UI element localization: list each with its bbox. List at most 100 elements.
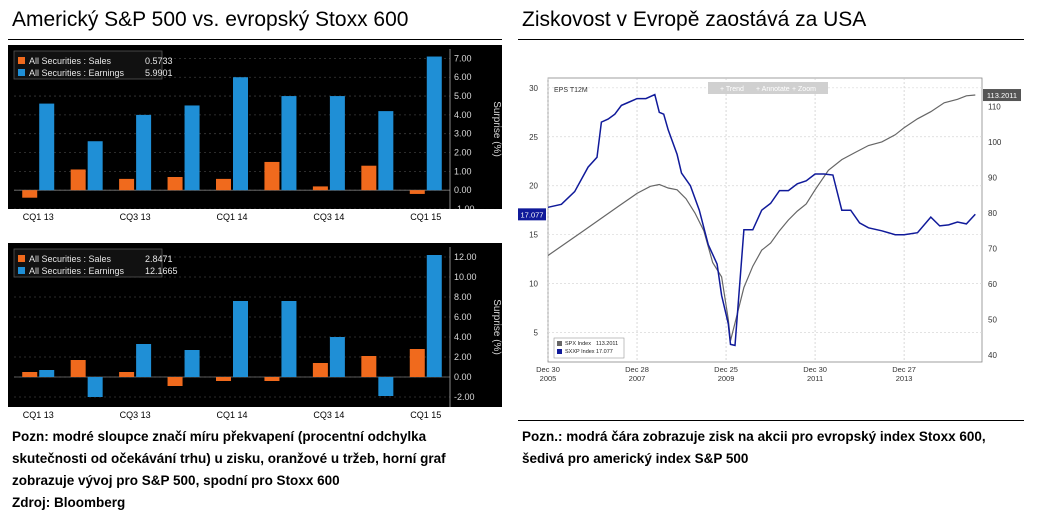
stoxx600-ytick-label: 6.00 [454,312,472,322]
stoxx600-sales-bar [312,363,328,377]
sp500-ytick-label: 5.00 [454,91,472,101]
eps-toolbar-item: + Annotate [756,86,790,93]
stoxx600-legend-name: All Securities : Earnings [29,266,125,276]
sp500-ytick-label: 6.00 [454,72,472,82]
eps-left-tick-label: 20 [529,182,538,191]
right-title: Ziskovost v Evropě zaostává za USA [522,8,867,31]
sxxp-last-tag [518,208,546,221]
left-note-line: skutečnosti od očekávání trhu) u zisku, … [12,451,446,466]
stoxx600-legend-swatch [18,255,25,262]
eps-legend-swatch [557,349,562,354]
stoxx600-earnings-bar [184,350,200,377]
sxxp-eps-line [547,93,976,347]
stoxx600-legend-swatch [18,267,25,274]
sp500-earnings-bar [233,77,248,191]
eps-xtick-label: Dec 25 [714,365,738,374]
sp500-xtick-label: CQ3 13 [120,212,151,222]
stoxx600-ytick-label: -2.00 [454,392,475,402]
left-note-line: zobrazuje vývoj pro S&P 500, spodní pro … [12,473,340,488]
stoxx600-earnings-bar [281,301,297,377]
stoxx600-sales-bar [22,372,38,377]
sp500-sales-bar [264,161,280,191]
sp500-legend-swatch [18,69,25,76]
stoxx600-xtick-label: CQ1 15 [410,410,441,420]
sp500-legend-name: All Securities : Sales [29,56,112,66]
eps-legend-swatch [557,341,562,346]
eps-right-tick-label: 60 [988,280,997,289]
sp500-ytick-label: 0.00 [454,185,472,195]
stoxx600-ytick-label: 10.00 [454,272,477,282]
stoxx600-sales-bar [264,377,280,381]
eps-xtick-year: 2005 [540,374,557,383]
eps-xtick-year: 2007 [629,374,646,383]
eps-toolbar-item: + Zoom [792,86,816,93]
sp500-sales-bar [409,190,425,194]
sp500-sales-bar [312,186,328,191]
spx-last-value: 113.2011 [987,91,1017,100]
stoxx600-ytick-label: 0.00 [454,372,472,382]
sp500-sales-bar [216,178,231,191]
sp500-sales-bar [167,177,183,191]
sp500-earnings-bar [87,141,103,191]
sp500-sales-bar [119,178,135,191]
sp500-earnings-bar [39,103,55,191]
stoxx600-sales-bar [119,372,135,377]
sp500-legend-box [13,50,163,80]
stoxx600-earnings-bar [87,377,103,397]
left-note-line: Pozn: modré sloupce značí míru překvapen… [12,429,427,444]
eps-xtick-label: Dec 28 [625,365,649,374]
sp500-earnings-bar [281,96,297,191]
eps-chart: Dec 30 2005 Dec 28 2007 Dec 25 2009 Dec 30 2011… [518,72,1024,392]
sp500-sales-bar [361,165,377,191]
eps-toolbar-item: + Trend [720,86,744,93]
stoxx600-sales-bar [216,377,231,381]
eps-left-tick-label: 5 [534,329,539,338]
eps-left-tick-label: 15 [529,231,538,240]
left-note: Pozn: modré sloupce značí míru překvapen… [12,426,446,514]
eps-right-tick-label: 90 [988,173,997,182]
sp500-legend-swatch [18,57,25,64]
sp500-surprise-svg: -1.000.001.002.003.004.005.006.007.00Sur… [8,45,502,223]
eps-right-tick-label: 100 [988,138,1002,147]
sp500-ytick-label: 3.00 [454,129,472,139]
stoxx600-xtick-label: CQ1 13 [23,410,54,420]
sp500-sales-bar [22,190,38,198]
stoxx600-earnings-bar [39,370,55,377]
eps-left-tick-label: 10 [529,280,538,289]
eps-xtick-label: Dec 27 [892,365,916,374]
left-title-rule [8,39,502,40]
stoxx600-xtick-label: CQ3 13 [120,410,151,420]
sxxp-last-value: 17.077 [521,210,544,219]
right-note-line: Pozn.: modrá čára zobrazuje zisk na akci… [522,429,986,444]
sp500-sales-bar [70,169,86,191]
eps-xtick-year: 2009 [718,374,735,383]
sp500-ytick-label: 1.00 [454,166,472,176]
sp500-earnings-bar [378,111,394,191]
eps-left-tick-label: 25 [529,133,538,142]
stoxx600-legend-last: 2.8471 [145,254,173,264]
eps-legend-name: SPX Index [565,341,591,347]
sp500-earnings-bar [329,96,345,191]
sp500-ytick-label: 4.00 [454,110,472,120]
eps-right-tick-label: 50 [988,315,997,324]
stoxx600-earnings-bar [329,337,345,377]
right-title-rule [518,39,1024,40]
sp500-xtick-label: CQ1 14 [216,212,247,222]
right-note: Pozn.: modrá čára zobrazuje zisk na akci… [522,426,986,470]
spx-eps-line [547,94,976,341]
stoxx600-sales-bar [361,356,377,377]
sp500-surprise-chart: -1.000.001.002.003.004.005.006.007.00Sur… [8,45,502,223]
eps-left-tick-label: 30 [529,84,538,93]
left-title: Americký S&P 500 vs. evropský Stoxx 600 [12,8,409,31]
stoxx600-ytick-label: 4.00 [454,332,472,342]
eps-right-tick-label: 40 [988,351,997,360]
eps-plot-area [547,77,983,363]
stoxx600-earnings-bar [426,255,442,377]
stoxx600-y-axis-label: Surprise (%) [491,299,502,355]
eps-legend-box [553,337,625,359]
stoxx600-surprise-chart: -2.00 0.00 2.00 4.00 6.00 8.00 10.00 12.00 Surpr… [8,243,502,421]
stoxx600-sales-bar [409,349,425,377]
eps-legend-last: 17.077 [596,349,613,355]
stoxx600-sales-bar [70,360,86,377]
